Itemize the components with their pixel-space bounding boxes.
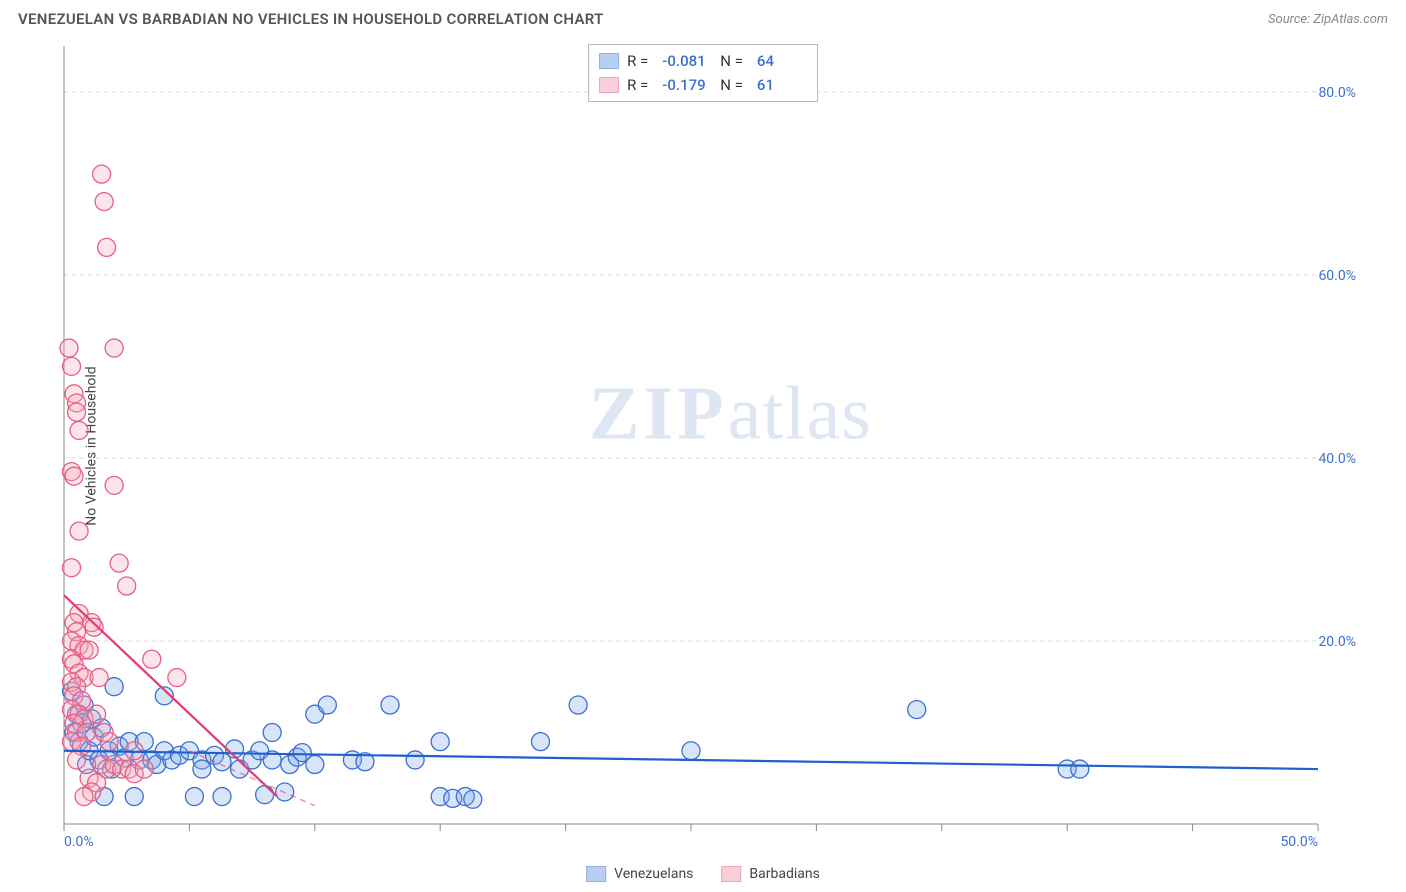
scatter-point [105,339,123,357]
legend-label: Venezuelans [614,866,693,882]
y-tick-label: 40.0% [1318,451,1356,467]
scatter-point [68,403,86,421]
y-tick-label: 60.0% [1318,268,1356,284]
stat-r-value: -0.081 [656,49,712,73]
scatter-point [118,577,136,595]
legend-item: Venezuelans [586,866,693,882]
scatter-point [381,696,399,714]
scatter-point [143,650,161,668]
scatter-point [110,554,128,572]
scatter-point [85,618,103,636]
stat-n-value: 64 [751,49,807,73]
stats-row: R = -0.081 N = 64 [599,49,807,73]
legend-label: Barbadians [749,866,819,882]
scatter-point [95,193,113,211]
scatter-point [193,760,211,778]
scatter-point [63,357,81,375]
chart-title: VENEZUELAN VS BARBADIAN NO VEHICLES IN H… [18,10,604,28]
x-tick-label: 0.0% [64,834,94,850]
scatter-point [125,788,143,806]
chart-container: No Vehicles in Household ZIPatlas 20.0%4… [18,40,1388,852]
scatter-point [70,522,88,540]
legend-item: Barbadians [721,866,819,882]
scatter-point [569,696,587,714]
scatter-point [1071,760,1089,778]
scatter-point [70,421,88,439]
scatter-point [431,733,449,751]
stat-n-label: N = [720,73,743,97]
scatter-point [75,788,93,806]
scatter-point [213,788,231,806]
scatter-point [80,641,98,659]
scatter-point [318,696,336,714]
scatter-point [306,756,324,774]
stat-r-value: -0.179 [656,73,712,97]
scatter-point [908,701,926,719]
scatter-point [100,733,118,751]
scatter-plot: 20.0% 40.0% 60.0% 80.0% 0.0% 50.0% [58,40,1388,852]
scatter-point [464,790,482,808]
series-swatch [599,77,619,93]
source-attribution: Source: ZipAtlas.com [1268,12,1388,27]
scatter-point [68,751,86,769]
scatter-point [168,669,186,687]
legend-swatch [586,866,606,882]
legend-swatch [721,866,741,882]
x-tick-label: 50.0% [1280,834,1318,850]
scatter-point [60,339,78,357]
correlation-stats-box: R = -0.081 N = 64 R = -0.179 N = 61 [588,44,818,102]
scatter-point [135,760,153,778]
scatter-point [63,559,81,577]
legend: Venezuelans Barbadians [586,866,820,882]
scatter-point [88,705,106,723]
scatter-point [93,165,111,183]
y-tick-label: 80.0% [1318,85,1356,101]
scatter-point [90,669,108,687]
scatter-point [682,742,700,760]
scatter-point [65,467,83,485]
scatter-point [256,786,274,804]
y-tick-label: 20.0% [1318,634,1356,650]
stats-row: R = -0.179 N = 61 [599,73,807,97]
stat-r-label: R = [627,73,648,97]
scatter-point [98,238,116,256]
stat-n-value: 61 [751,73,807,97]
stat-n-label: N = [720,49,743,73]
scatter-point [532,733,550,751]
scatter-point [263,723,281,741]
scatter-point [105,476,123,494]
series-swatch [599,53,619,69]
stat-r-label: R = [627,49,648,73]
scatter-point [406,751,424,769]
scatter-point [185,788,203,806]
